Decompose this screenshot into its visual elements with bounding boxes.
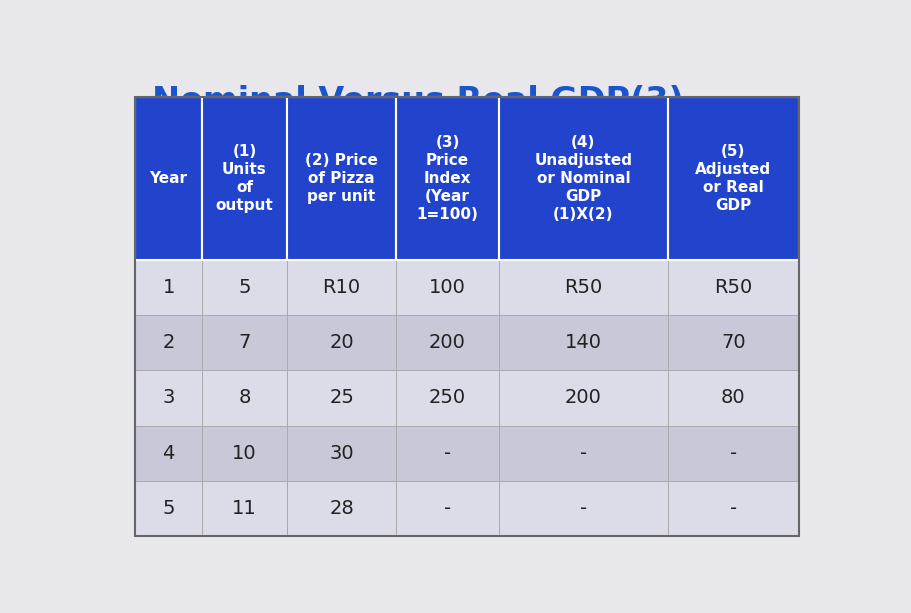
Bar — [498, 481, 668, 536]
Text: 28: 28 — [329, 499, 354, 518]
Bar — [135, 370, 202, 425]
Bar — [135, 259, 202, 315]
Text: (1)
Units
of
output: (1) Units of output — [216, 144, 273, 213]
Bar — [135, 315, 202, 370]
Text: R50: R50 — [714, 278, 752, 297]
Text: 200: 200 — [429, 333, 466, 352]
Text: 30: 30 — [329, 444, 353, 463]
Text: 11: 11 — [232, 499, 257, 518]
Bar — [202, 370, 287, 425]
Bar — [202, 315, 287, 370]
Bar — [668, 259, 799, 315]
Text: Nominal Versus Real GDP(3): Nominal Versus Real GDP(3) — [151, 85, 683, 118]
Text: (3)
Price
Index
(Year
1=100): (3) Price Index (Year 1=100) — [416, 135, 478, 222]
Bar — [498, 97, 668, 259]
Bar — [396, 370, 498, 425]
Bar — [668, 481, 799, 536]
Bar — [287, 370, 396, 425]
Bar — [396, 481, 498, 536]
Text: 3: 3 — [162, 389, 175, 408]
Text: R50: R50 — [564, 278, 602, 297]
Text: 25: 25 — [329, 389, 354, 408]
Text: 20: 20 — [329, 333, 353, 352]
Text: 100: 100 — [429, 278, 466, 297]
Text: -: - — [444, 444, 451, 463]
Text: 4: 4 — [162, 444, 175, 463]
Text: 8: 8 — [239, 389, 251, 408]
Text: 250: 250 — [429, 389, 466, 408]
Text: Year: Year — [149, 171, 188, 186]
Text: -: - — [579, 499, 587, 518]
Text: 7: 7 — [239, 333, 251, 352]
Text: •  Price index: • Price index — [149, 123, 308, 147]
Bar — [396, 425, 498, 481]
Text: (2) Price
of Pizza
per unit: (2) Price of Pizza per unit — [305, 153, 378, 204]
Bar — [668, 370, 799, 425]
Bar — [202, 425, 287, 481]
Bar — [396, 259, 498, 315]
Bar — [287, 481, 396, 536]
Bar — [202, 259, 287, 315]
Text: R10: R10 — [322, 278, 361, 297]
Bar — [287, 97, 396, 259]
Text: 140: 140 — [565, 333, 602, 352]
Bar — [202, 481, 287, 536]
Text: -: - — [730, 499, 737, 518]
Text: 5: 5 — [162, 499, 175, 518]
Bar — [668, 315, 799, 370]
Bar — [287, 315, 396, 370]
Bar — [498, 315, 668, 370]
Text: -: - — [444, 499, 451, 518]
Bar — [135, 481, 202, 536]
Text: -: - — [730, 444, 737, 463]
Text: (5)
Adjusted
or Real
GDP: (5) Adjusted or Real GDP — [695, 144, 772, 213]
Bar — [396, 315, 498, 370]
Text: 1: 1 — [162, 278, 175, 297]
Text: 200: 200 — [565, 389, 602, 408]
Text: 2: 2 — [162, 333, 175, 352]
Bar — [135, 97, 202, 259]
Text: 5: 5 — [239, 278, 251, 297]
Bar — [498, 259, 668, 315]
Text: 80: 80 — [722, 389, 746, 408]
Bar — [287, 425, 396, 481]
Text: (4)
Unadjusted
or Nominal
GDP
(1)X(2): (4) Unadjusted or Nominal GDP (1)X(2) — [535, 135, 632, 222]
Bar — [202, 97, 287, 259]
Bar — [668, 97, 799, 259]
Bar — [668, 425, 799, 481]
Text: 10: 10 — [232, 444, 257, 463]
Bar — [396, 97, 498, 259]
Bar — [135, 425, 202, 481]
Bar — [498, 425, 668, 481]
Text: -: - — [579, 444, 587, 463]
Bar — [287, 259, 396, 315]
Text: 70: 70 — [722, 333, 746, 352]
Bar — [498, 370, 668, 425]
